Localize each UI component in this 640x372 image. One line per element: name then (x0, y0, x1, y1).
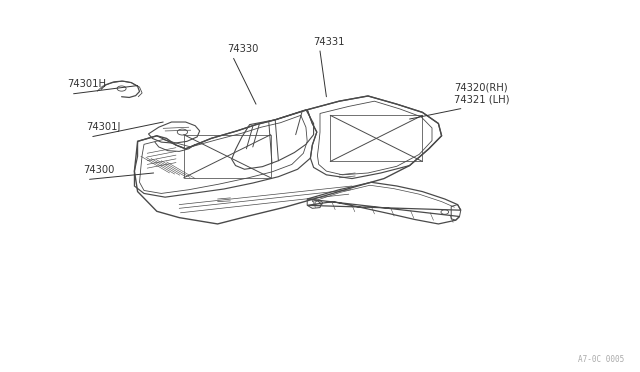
Text: 74301J: 74301J (86, 122, 121, 132)
Text: 74300: 74300 (83, 165, 115, 175)
Text: 74320(RH)
74321 (LH): 74320(RH) 74321 (LH) (454, 83, 510, 104)
Text: 74330: 74330 (227, 44, 259, 54)
Text: 74331: 74331 (314, 36, 345, 46)
Text: 74301H: 74301H (67, 79, 106, 89)
Text: A7-0C 0005: A7-0C 0005 (578, 355, 624, 364)
